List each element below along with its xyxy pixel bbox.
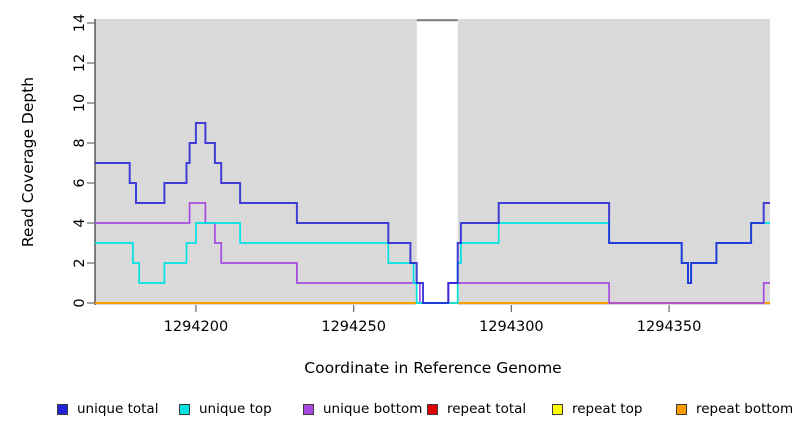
- y-axis-title: Read Coverage Depth: [19, 77, 37, 247]
- y-tick-label: 10: [72, 94, 88, 112]
- x-axis: 1294200 1294250 1294300 1294350: [164, 305, 702, 335]
- y-tick-label: 0: [72, 298, 88, 307]
- y-tick-label: 12: [72, 54, 88, 72]
- series-line-unique-total: [95, 122, 770, 304]
- x-tick-label: 1294250: [321, 319, 386, 335]
- x-axis-title: Coordinate in Reference Genome: [304, 359, 561, 377]
- x-tick-label: 1294300: [479, 319, 544, 335]
- y-tick-label: 2: [72, 258, 88, 267]
- y-tick-label: 6: [72, 178, 88, 187]
- y-tick-label: 14: [72, 14, 88, 32]
- y-axis: 0 2 4 6 8 10 12 14: [72, 14, 95, 308]
- x-tick-label: 1294350: [637, 319, 702, 335]
- masked-region: [416, 19, 458, 305]
- y-tick-label: 8: [72, 138, 88, 147]
- x-tick-label: 1294200: [164, 319, 229, 335]
- series-line-unique-bottom: [95, 202, 770, 304]
- y-tick-label: 4: [72, 218, 88, 227]
